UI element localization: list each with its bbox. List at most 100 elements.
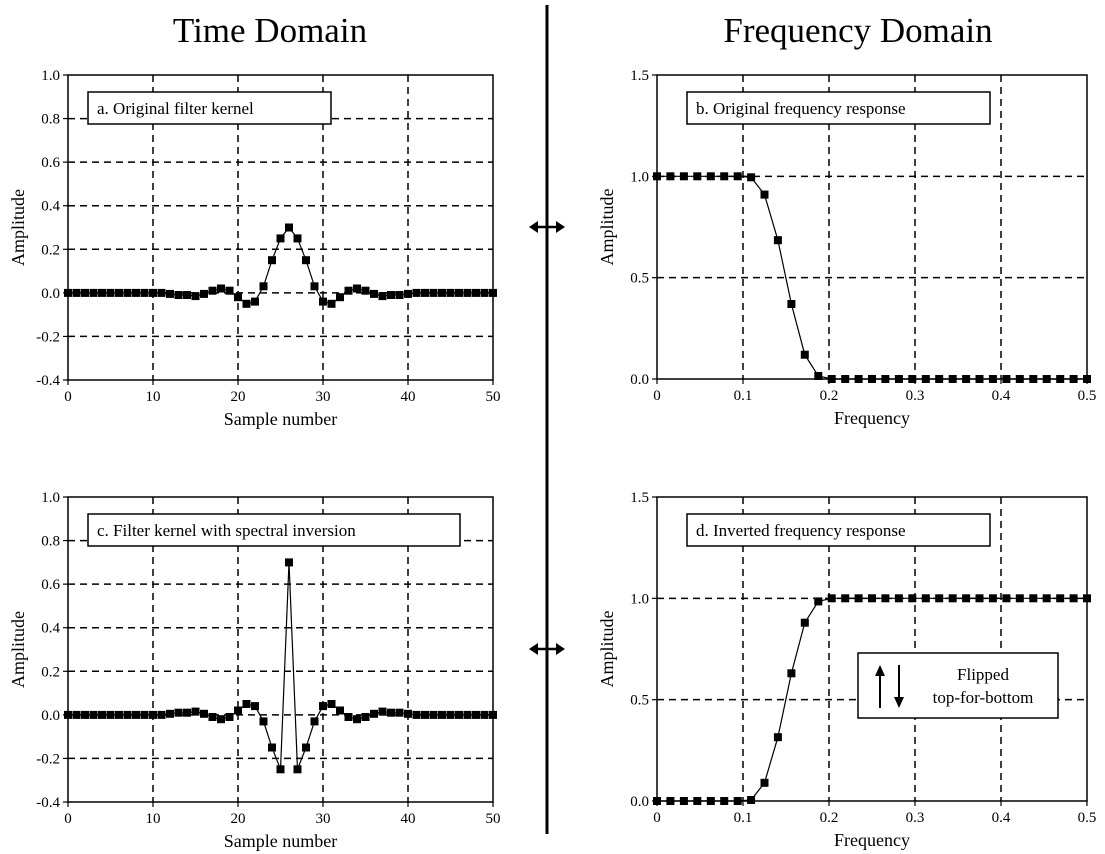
data-point bbox=[429, 710, 438, 719]
y-tick-label: 1.5 bbox=[630, 68, 649, 84]
data-point bbox=[344, 713, 353, 721]
data-point bbox=[421, 288, 429, 297]
up-down-arrows-icon bbox=[875, 665, 904, 708]
x-tick-label: 30 bbox=[316, 389, 331, 405]
data-point bbox=[285, 558, 293, 567]
data-point bbox=[1056, 594, 1065, 603]
data-point bbox=[463, 288, 472, 297]
panel-label: c. Filter kernel with spectral inversion bbox=[97, 521, 356, 540]
data-point bbox=[319, 702, 327, 711]
data-point bbox=[166, 289, 174, 298]
x-tick-label: 0 bbox=[64, 389, 72, 405]
x-axis-label: Frequency bbox=[834, 408, 910, 428]
data-point bbox=[234, 706, 242, 715]
data-point bbox=[81, 710, 89, 719]
data-point bbox=[387, 291, 395, 299]
data-point bbox=[480, 288, 489, 297]
data-point bbox=[747, 173, 756, 182]
transform-arrow-icon-top bbox=[529, 221, 565, 233]
y-tick-label: 0.5 bbox=[630, 693, 649, 709]
y-tick-label: 0.2 bbox=[41, 664, 60, 680]
data-point bbox=[361, 286, 370, 295]
data-point bbox=[404, 709, 412, 718]
data-point bbox=[948, 375, 957, 383]
y-axis-label: Amplitude bbox=[597, 188, 617, 265]
data-point bbox=[827, 375, 836, 383]
data-point bbox=[395, 291, 404, 299]
data-point bbox=[679, 797, 688, 805]
data-point bbox=[285, 223, 293, 232]
data-point bbox=[421, 710, 429, 719]
y-tick-label: 0.6 bbox=[41, 577, 60, 593]
data-point bbox=[191, 707, 200, 716]
data-point bbox=[706, 797, 715, 805]
data-point bbox=[412, 710, 421, 719]
data-point bbox=[1002, 375, 1011, 383]
time-domain-heading: Time Domain bbox=[173, 11, 367, 50]
data-point bbox=[814, 597, 823, 606]
y-tick-label: 0.8 bbox=[41, 534, 60, 550]
data-point bbox=[404, 289, 412, 298]
data-point bbox=[720, 172, 729, 181]
chart-panel-d: 0 0.1 0.2 0.3 0.4 0.5 0.0 0.5 1.0 1.5 Frequency Amp… bbox=[597, 490, 1096, 850]
data-point bbox=[921, 375, 930, 383]
data-point bbox=[988, 594, 997, 603]
chart-panel-c: 0 10 20 30 40 50 -0.4 -0.2 0.0 0.2 0.4 0.6 0.8 1.0 Sam… bbox=[8, 490, 501, 851]
data-point bbox=[225, 713, 234, 721]
data-point bbox=[115, 288, 123, 297]
data-point bbox=[98, 710, 106, 719]
data-point bbox=[814, 372, 823, 380]
data-point bbox=[123, 288, 132, 297]
data-point bbox=[881, 375, 890, 383]
frequency-domain-heading: Frequency Domain bbox=[723, 11, 992, 50]
x-tick-label: 0.5 bbox=[1078, 388, 1097, 404]
note-line-1: Flipped bbox=[957, 665, 1009, 684]
y-tick-label: -0.4 bbox=[36, 373, 60, 389]
data-point bbox=[370, 289, 378, 298]
data-point bbox=[1069, 375, 1078, 383]
data-point bbox=[800, 618, 809, 627]
y-tick-label: 0.0 bbox=[630, 372, 649, 388]
data-point bbox=[1029, 375, 1038, 383]
x-tick-label: 0.3 bbox=[906, 388, 925, 404]
data-point bbox=[310, 717, 319, 726]
data-point bbox=[463, 710, 472, 719]
data-point bbox=[841, 375, 850, 383]
data-point bbox=[183, 291, 191, 299]
data-point bbox=[234, 293, 242, 302]
data-point bbox=[72, 710, 81, 719]
x-tick-label: 0.1 bbox=[734, 388, 753, 404]
data-point bbox=[1042, 375, 1051, 383]
y-tick-label: 0.0 bbox=[630, 794, 649, 810]
panel-label: a. Original filter kernel bbox=[97, 99, 254, 118]
data-point bbox=[157, 710, 166, 719]
data-point bbox=[854, 594, 863, 603]
data-point bbox=[908, 594, 917, 603]
y-axis-label: Amplitude bbox=[597, 610, 617, 687]
data-point bbox=[438, 288, 446, 297]
data-point bbox=[174, 708, 183, 717]
data-point bbox=[733, 797, 742, 805]
x-tick-label: 40 bbox=[401, 811, 416, 827]
data-point bbox=[149, 710, 157, 719]
x-tick-label: 10 bbox=[146, 811, 161, 827]
data-point bbox=[387, 708, 395, 717]
data-point bbox=[773, 236, 782, 245]
y-tick-label: -0.4 bbox=[36, 795, 60, 811]
data-point bbox=[868, 375, 876, 383]
up-arrow-head bbox=[875, 665, 885, 676]
data-point bbox=[693, 797, 702, 805]
data-point bbox=[251, 702, 259, 711]
data-point bbox=[1069, 594, 1078, 603]
data-point bbox=[480, 710, 489, 719]
data-point bbox=[64, 288, 72, 297]
data-point bbox=[1083, 594, 1091, 603]
y-tick-label: -0.2 bbox=[36, 751, 60, 767]
data-point bbox=[276, 234, 285, 243]
y-tick-label: 0.2 bbox=[41, 242, 60, 258]
data-point bbox=[191, 292, 200, 301]
data-point bbox=[666, 797, 675, 805]
panel-label: b. Original frequency response bbox=[696, 99, 906, 118]
data-point bbox=[868, 594, 876, 603]
data-point bbox=[336, 293, 344, 302]
